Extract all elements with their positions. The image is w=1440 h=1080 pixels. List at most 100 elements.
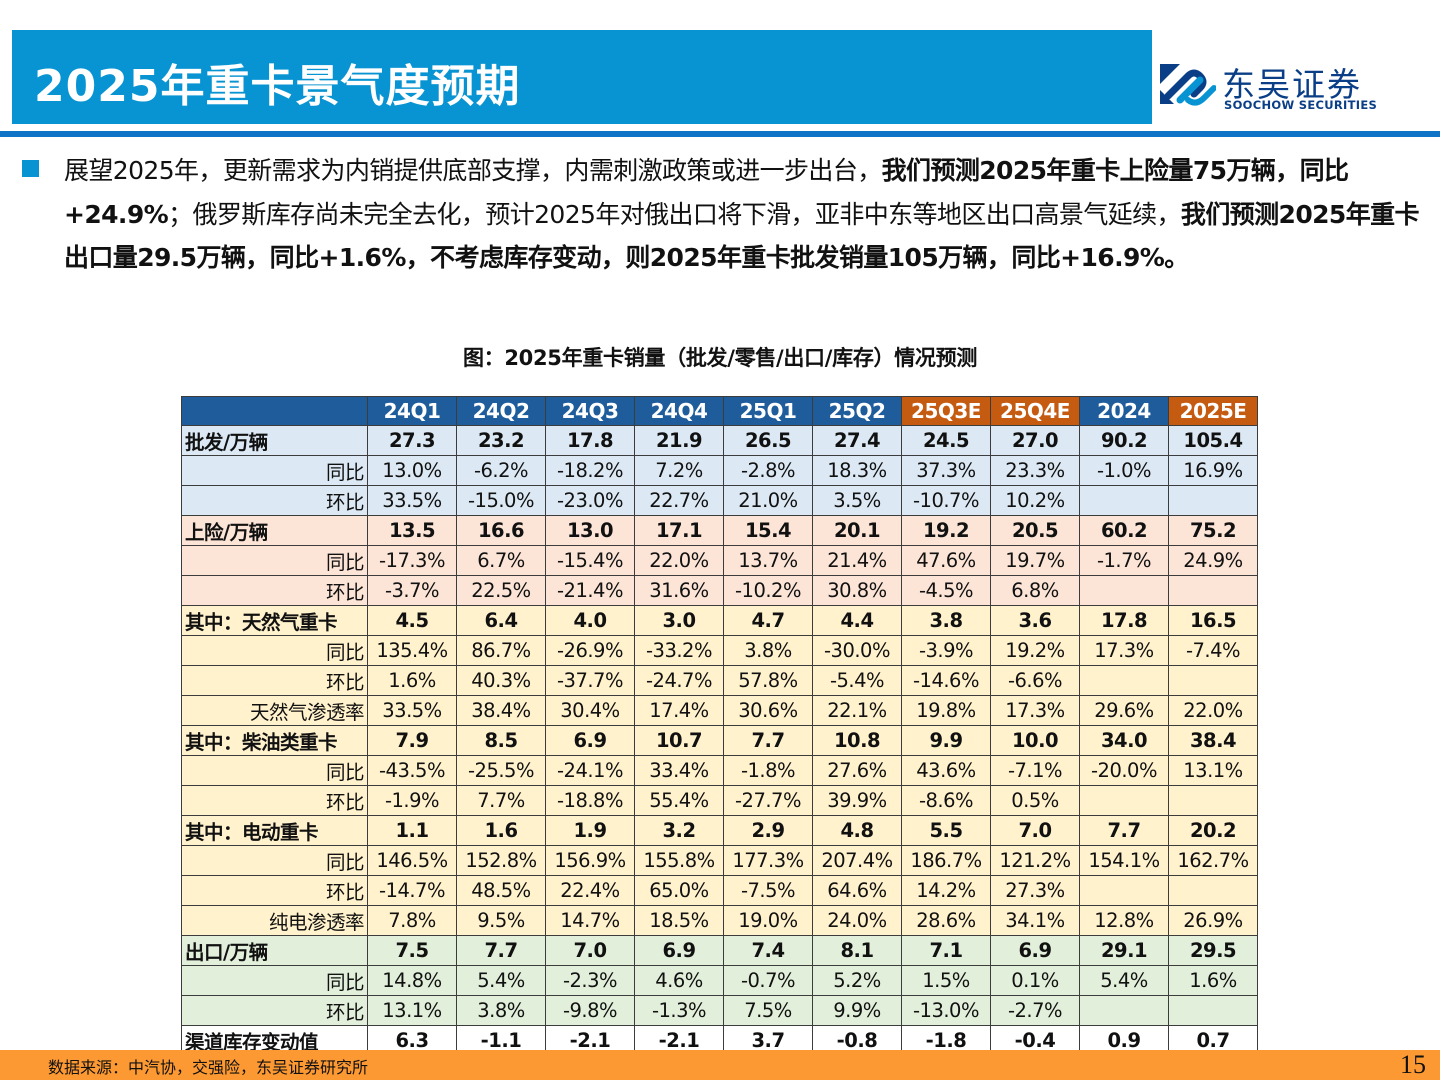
column-header: 24Q2 [456,396,546,426]
table-cell: 4.6% [634,964,724,996]
table-cell: 19.2% [990,634,1080,666]
table-cell: 12.8% [1079,904,1169,936]
table-cell: -24.7% [634,664,724,696]
table-cell: -9.8% [545,994,635,1026]
table-cell: 30.8% [812,574,902,606]
table-cell: 3.2 [634,814,724,846]
row-label: 同比 [181,964,368,996]
table-cell: 16.5 [1168,604,1258,636]
table-cell: 55.4% [634,784,724,816]
row-label: 同比 [181,754,368,786]
table-cell [1168,784,1258,816]
table-cell: 105.4 [1168,424,1258,456]
soochow-logo-icon [1160,64,1216,106]
table-row: 同比 13.0% -6.2% -18.2% 7.2% -2.8% 18.3% 37.3% 23.… [181,454,1258,486]
summary-paragraph: 展望2025年，更新需求为内销提供底部支撑，内需刺激政策或进一步出台，我们预测2… [64,149,1424,280]
table-cell: 27.3% [990,874,1080,906]
table-cell: 207.4% [812,844,902,876]
table-cell: -1.3% [634,994,724,1026]
table-cell: 15.4 [723,514,813,546]
table-cell: 33.4% [634,754,724,786]
table-cell: 38.4% [456,694,546,726]
table-cell: 21.9 [634,424,724,456]
table-cell: 5.5 [901,814,991,846]
table-cell: 10.7 [634,724,724,756]
page-title: 2025年重卡景气度预期 [34,61,521,112]
table-cell: 60.2 [1079,514,1169,546]
table-cell: 20.2 [1168,814,1258,846]
table-cell: -21.4% [545,574,635,606]
table-cell: -26.9% [545,634,635,666]
table-row: 天然气渗透率 33.5% 38.4% 30.4% 17.4% 30.6% 22.1% 19.8… [181,694,1258,726]
table-cell: 22.1% [812,694,902,726]
table-cell: -20.0% [1079,754,1169,786]
table-cell: 155.8% [634,844,724,876]
table-cell: 6.9 [545,724,635,756]
table-cell: -4.5% [901,574,991,606]
table-cell: 22.5% [456,574,546,606]
table-cell: 1.9 [545,814,635,846]
table-cell: 29.6% [1079,694,1169,726]
table-cell: 0.1% [990,964,1080,996]
table-row: 其中：天然气重卡 4.5 6.4 4.0 3.0 4.7 4.4 3.8 3.6 17.8 16.5 [181,604,1258,636]
table-row: 出口/万辆 7.5 7.7 7.0 6.9 7.4 8.1 7.1 6.9 29.1 29.5 [181,934,1258,966]
table-cell: 7.8% [367,904,457,936]
header-divider [0,131,1440,137]
table-cell: 65.0% [634,874,724,906]
table-cell: 33.5% [367,694,457,726]
table-cell: 9.9 [901,724,991,756]
table-cell [1168,994,1258,1026]
table-cell: 7.7 [456,934,546,966]
table-cell: 18.5% [634,904,724,936]
table-cell: -3.7% [367,574,457,606]
table-cell: 4.0 [545,604,635,636]
table-cell: 121.2% [990,844,1080,876]
column-header: 24Q1 [367,396,457,426]
table-cell: 86.7% [456,634,546,666]
table-cell: 24.0% [812,904,902,936]
table-cell: 90.2 [1079,424,1169,456]
table-cell: -25.5% [456,754,546,786]
table-cell: 48.5% [456,874,546,906]
table-cell: 22.7% [634,484,724,516]
table-cell: 30.6% [723,694,813,726]
table-row: 同比 14.8% 5.4% -2.3% 4.6% -0.7% 5.2% 1.5% 0.1% 5.4… [181,964,1258,996]
row-label: 批发/万辆 [181,424,368,456]
table-cell: 10.8 [812,724,902,756]
table-row: 环比 -3.7% 22.5% -21.4% 31.6% -10.2% 30.8% -4.5% 6… [181,574,1258,606]
table-cell: 156.9% [545,844,635,876]
table-cell: 8.5 [456,724,546,756]
logo-name-cn: 东吴证券 [1222,65,1362,104]
table-cell: 5.4% [1079,964,1169,996]
table-cell: 186.7% [901,844,991,876]
table-cell: -1.8% [723,754,813,786]
table-cell: 162.7% [1168,844,1258,876]
table-cell: 39.9% [812,784,902,816]
table-row: 环比 1.6% 40.3% -37.7% -24.7% 57.8% -5.4% -14.6% -… [181,664,1258,696]
table-cell: -14.7% [367,874,457,906]
table-cell: 14.8% [367,964,457,996]
table-cell: 26.5 [723,424,813,456]
table-cell: 33.5% [367,484,457,516]
table-cell: 23.2 [456,424,546,456]
table-cell: 3.8% [723,634,813,666]
table-cell [1079,574,1169,606]
table-cell: 13.0 [545,514,635,546]
row-label: 同比 [181,634,368,666]
table-cell: 18.3% [812,454,902,486]
table-cell: -1.7% [1079,544,1169,576]
table-cell: 31.6% [634,574,724,606]
table-cell: 19.7% [990,544,1080,576]
table-cell: 7.5% [723,994,813,1026]
table-cell: 7.4 [723,934,813,966]
table-cell: 1.6% [367,664,457,696]
table-cell [1168,664,1258,696]
table-cell: -24.1% [545,754,635,786]
table-cell: 5.4% [456,964,546,996]
table-cell: 2.9 [723,814,813,846]
table-row: 环比 33.5% -15.0% -23.0% 22.7% 21.0% 3.5% -10.7% 1… [181,484,1258,516]
table-cell: -7.5% [723,874,813,906]
table-cell: 177.3% [723,844,813,876]
table-cell: 57.8% [723,664,813,696]
table-cell: 19.0% [723,904,813,936]
